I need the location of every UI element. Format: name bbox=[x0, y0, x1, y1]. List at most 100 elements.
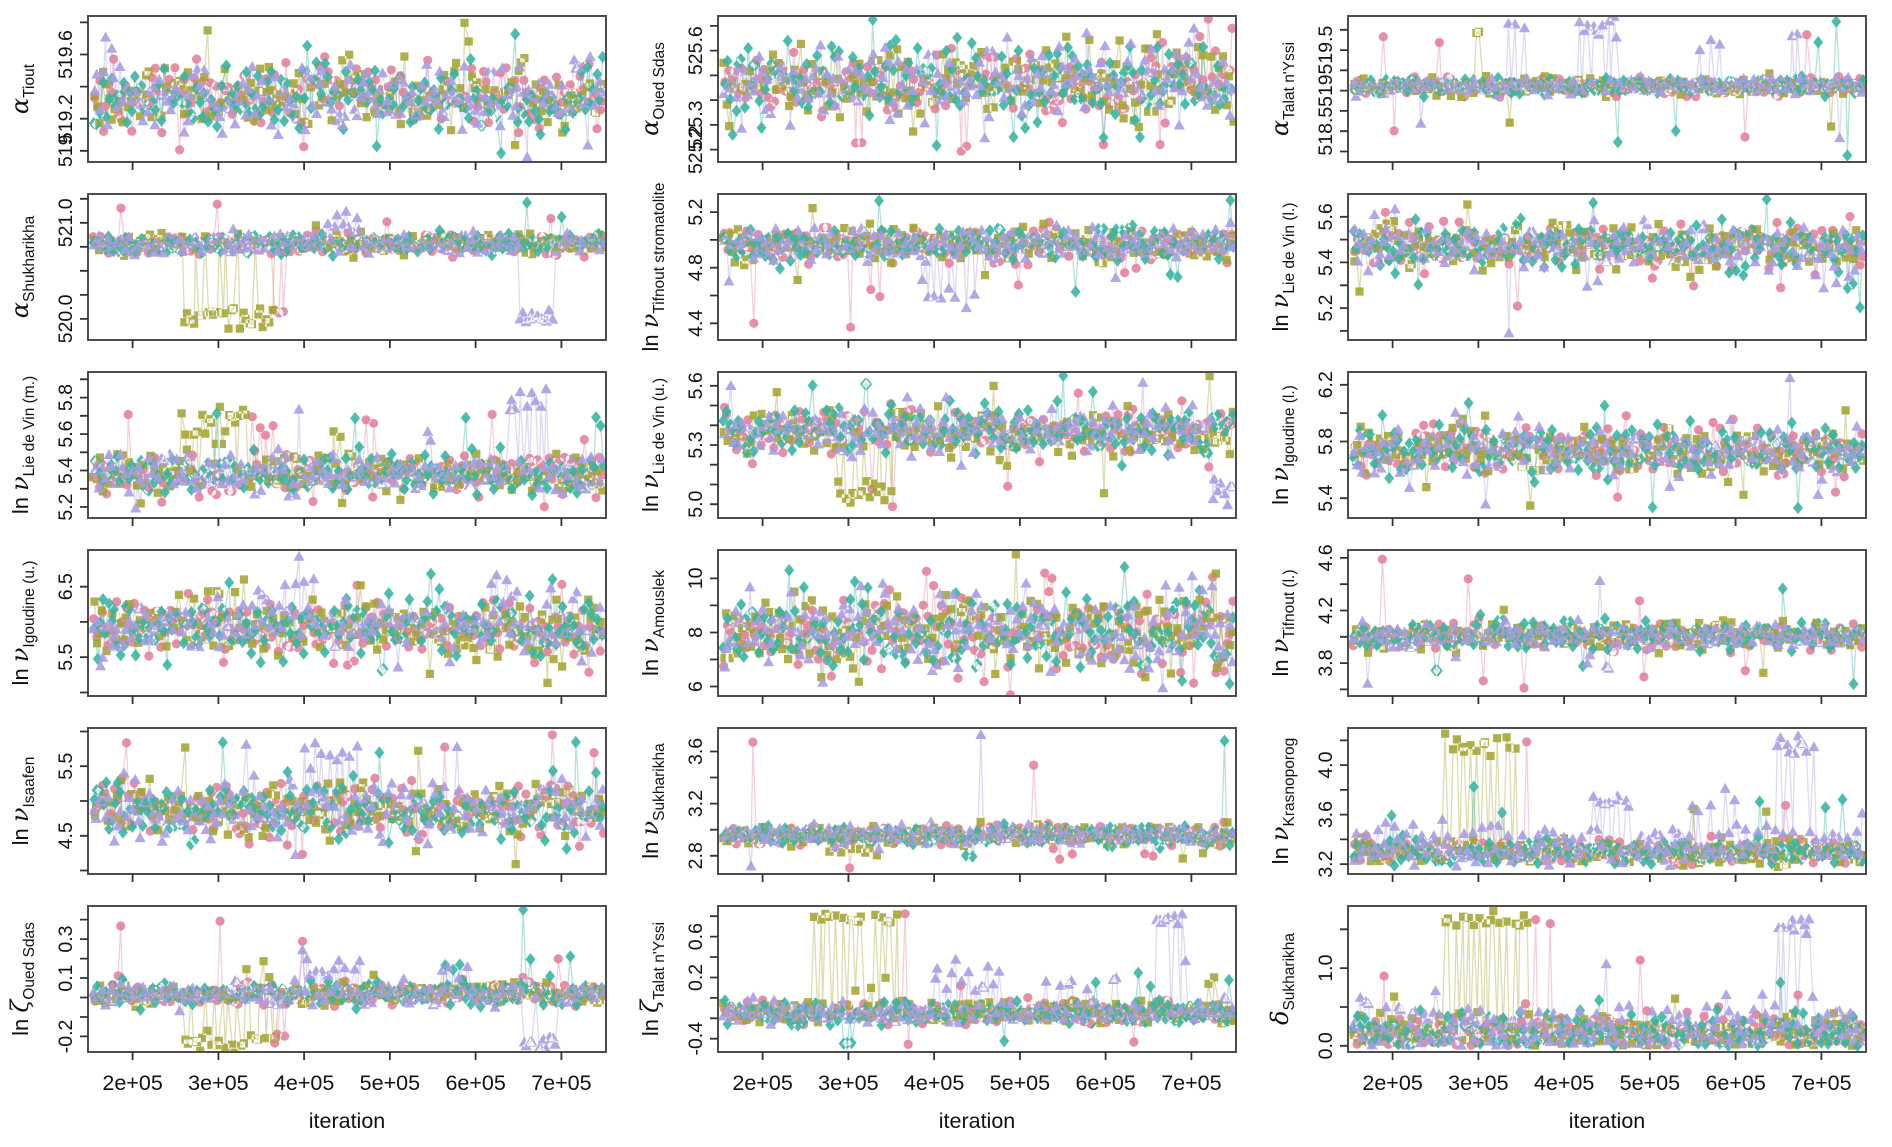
series-chain-3-teal-diamond bbox=[89, 196, 605, 263]
y-tick-label: 5.3 bbox=[685, 431, 707, 458]
series-chain-3-teal-diamond bbox=[89, 735, 605, 855]
y-tick-label: 5.6 bbox=[1315, 203, 1337, 230]
x-tick-label: 4e+05 bbox=[904, 1071, 964, 1095]
series-chain-4-purple-triangle bbox=[719, 729, 1235, 871]
trace-markers bbox=[1349, 373, 1865, 515]
y-tick-label: 10 bbox=[685, 567, 707, 589]
x-axis bbox=[131, 518, 563, 526]
y-tick-label: 4.6 bbox=[1315, 544, 1337, 571]
x-tick-marks bbox=[131, 162, 563, 170]
y-tick-label: 3.8 bbox=[1315, 650, 1337, 677]
y-tick-label: 5.6 bbox=[55, 420, 77, 447]
y-axis: 3.6 3.2 2.8 bbox=[685, 738, 718, 869]
y-tick-marks bbox=[710, 25, 718, 151]
trace-markers bbox=[1349, 729, 1865, 872]
trace-markers bbox=[1349, 17, 1865, 161]
series-chain-2-olive-square bbox=[719, 30, 1235, 136]
series-chain-2-olive-square bbox=[90, 575, 605, 687]
series-chain-4-purple-triangle bbox=[1349, 17, 1865, 143]
y-tick-label: 5.6 bbox=[685, 372, 707, 399]
x-axis bbox=[131, 696, 563, 704]
y-axis: 10 8 6 bbox=[685, 567, 718, 692]
x-tick-marks bbox=[761, 518, 1193, 526]
series-chain-4-purple-triangle bbox=[719, 908, 1235, 1029]
y-axis: 0.3 0.1 -0.2 bbox=[55, 918, 88, 1053]
y-axis: 5.8 5.6 5.4 5.2 bbox=[55, 378, 88, 521]
x-tick-marks bbox=[131, 340, 563, 348]
series-chain-1-pink-circle bbox=[1349, 207, 1865, 311]
trace-panel-ln-nu-sukharikha: 3.6 3.2 2.8 ln νSukharikha bbox=[636, 727, 1237, 882]
y-tick-label: 4.0 bbox=[1315, 751, 1337, 778]
y-tick-label: 0.1 bbox=[55, 964, 77, 991]
trace-markers bbox=[89, 551, 605, 687]
plot-box bbox=[717, 905, 1237, 1053]
y-axis-title: ln νKrasnoporog bbox=[1266, 738, 1298, 865]
series-chain-4-purple-triangle bbox=[89, 944, 605, 1051]
y-tick-label: 519 bbox=[1315, 74, 1337, 107]
trace-panel-ln-nu-lie-de-vin-u: 5.6 5.3 5.0 ln νLie de Vin (u.) bbox=[636, 371, 1237, 526]
y-tick-marks bbox=[80, 197, 88, 320]
x-tick-label: 3e+05 bbox=[818, 1071, 878, 1095]
y-tick-label: 5.4 bbox=[1315, 484, 1337, 511]
series-chain-4-purple-triangle bbox=[89, 551, 605, 672]
x-axis bbox=[131, 340, 563, 348]
y-tick-label: 3.6 bbox=[685, 738, 707, 765]
x-tick-marks bbox=[1391, 162, 1823, 170]
x-tick-label: 2e+05 bbox=[732, 1071, 792, 1095]
x-tick-label: 6e+05 bbox=[445, 1071, 505, 1095]
y-tick-marks bbox=[1340, 557, 1348, 691]
series-chain-3-teal-diamond bbox=[719, 560, 1235, 690]
trace-panel-ln-nu-amouslek: 10 8 6 ln νAmouslek bbox=[636, 549, 1237, 704]
y-tick-marks bbox=[710, 750, 718, 857]
y-axis-title: ln νSukharikha bbox=[636, 743, 668, 859]
y-axis: 4.0 3.6 3.2 bbox=[1315, 739, 1348, 878]
trace-markers bbox=[719, 195, 1235, 332]
y-axis: 5.6 5.4 5.2 bbox=[1315, 203, 1348, 332]
x-axis bbox=[131, 874, 563, 882]
y-tick-label: 0.6 bbox=[685, 923, 707, 950]
y-tick-label: 519.2 bbox=[55, 94, 77, 143]
y-tick-label: 5.2 bbox=[55, 493, 77, 520]
x-axis bbox=[761, 340, 1193, 348]
x-tick-marks bbox=[1391, 340, 1823, 348]
series-chain-3-teal-diamond bbox=[89, 407, 605, 502]
x-tick-label: 5e+05 bbox=[990, 1071, 1050, 1095]
y-tick-marks bbox=[1340, 739, 1348, 865]
series-chain-1-pink-circle bbox=[1349, 554, 1865, 693]
y-tick-label: 5.5 bbox=[55, 643, 77, 670]
y-axis-title: ln νIsaafen bbox=[6, 757, 38, 846]
x-axis bbox=[1391, 696, 1823, 704]
x-tick-label: 7e+05 bbox=[531, 1071, 591, 1095]
y-axis: 5.2 4.8 4.4 bbox=[685, 199, 718, 337]
y-tick-marks bbox=[1340, 928, 1348, 1047]
series-chain-4-purple-triangle bbox=[719, 217, 1235, 313]
trace-markers bbox=[1349, 907, 1865, 1051]
x-tick-marks bbox=[1391, 874, 1823, 882]
y-axis-title: ln ζTalat n'Yssi bbox=[636, 922, 668, 1036]
series-chain-4-purple-triangle bbox=[89, 205, 605, 327]
x-tick-label: 2e+05 bbox=[1362, 1071, 1422, 1095]
x-axis bbox=[761, 696, 1193, 704]
y-tick-marks bbox=[80, 585, 88, 694]
y-tick-marks bbox=[710, 384, 718, 506]
y-tick-marks bbox=[1340, 28, 1348, 153]
x-axis-title: iteration bbox=[939, 1109, 1016, 1133]
y-axis-title: ln νIgoudine (u.) bbox=[6, 561, 38, 686]
trace-panel-ln-nu-igoudine-l: 6.2 5.8 5.4 ln νIgoudine (l.) bbox=[1266, 371, 1867, 526]
series-chain-4-purple-triangle bbox=[1349, 203, 1865, 338]
series-chain-1-pink-circle bbox=[90, 52, 605, 155]
y-tick-label: 6.2 bbox=[1315, 371, 1337, 398]
y-axis-title: ln ζOued Sdas bbox=[6, 922, 38, 1036]
trace-markers bbox=[719, 17, 1235, 156]
y-tick-label: 520.0 bbox=[55, 294, 77, 343]
x-tick-marks bbox=[1391, 1052, 1823, 1060]
x-axis bbox=[761, 874, 1193, 882]
y-axis-title: αTalat n'Yssi bbox=[1266, 42, 1298, 136]
series-chain-2-olive-square bbox=[1349, 605, 1865, 677]
x-axis bbox=[761, 518, 1193, 526]
trace-markers bbox=[1349, 195, 1865, 338]
x-tick-label: 4e+05 bbox=[274, 1071, 334, 1095]
